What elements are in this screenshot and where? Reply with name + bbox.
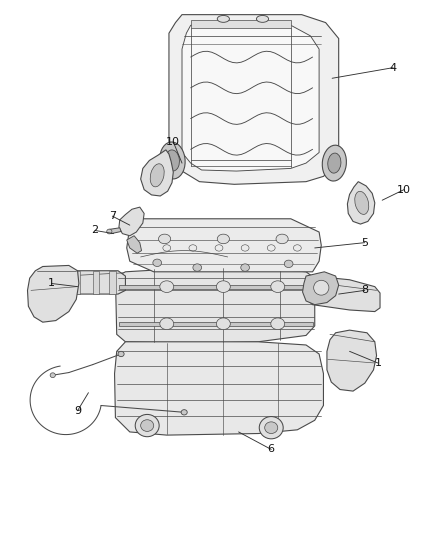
Polygon shape (182, 25, 319, 171)
Text: 1: 1 (374, 358, 381, 368)
Text: 6: 6 (268, 445, 275, 455)
Ellipse shape (153, 259, 162, 266)
Ellipse shape (160, 318, 174, 329)
Ellipse shape (328, 153, 341, 173)
Ellipse shape (216, 281, 230, 293)
Ellipse shape (259, 417, 283, 439)
Ellipse shape (271, 318, 285, 329)
Polygon shape (28, 265, 79, 322)
Ellipse shape (265, 422, 278, 433)
Polygon shape (119, 207, 144, 236)
Ellipse shape (217, 15, 230, 22)
Text: 4: 4 (389, 63, 397, 72)
Polygon shape (110, 228, 121, 233)
Ellipse shape (284, 260, 293, 268)
Ellipse shape (314, 280, 329, 295)
Polygon shape (110, 271, 116, 294)
Ellipse shape (50, 373, 55, 377)
Ellipse shape (216, 318, 230, 329)
Polygon shape (169, 14, 339, 184)
Ellipse shape (241, 264, 250, 271)
Polygon shape (127, 236, 141, 253)
Text: 9: 9 (74, 406, 81, 416)
Ellipse shape (181, 410, 187, 415)
Polygon shape (119, 322, 313, 326)
Polygon shape (327, 330, 377, 391)
Polygon shape (93, 271, 99, 294)
Ellipse shape (141, 419, 154, 431)
Polygon shape (306, 276, 380, 312)
Polygon shape (191, 20, 291, 28)
Ellipse shape (271, 281, 285, 293)
Ellipse shape (256, 15, 268, 22)
Ellipse shape (217, 234, 230, 244)
Text: 10: 10 (397, 184, 411, 195)
Ellipse shape (107, 229, 112, 234)
Text: 2: 2 (92, 225, 99, 236)
Polygon shape (37, 271, 125, 294)
Ellipse shape (193, 264, 201, 271)
Ellipse shape (355, 191, 369, 214)
Text: 10: 10 (166, 137, 180, 147)
Polygon shape (119, 285, 313, 289)
Polygon shape (347, 182, 375, 224)
Ellipse shape (118, 351, 124, 357)
Polygon shape (73, 271, 80, 294)
Ellipse shape (159, 234, 171, 244)
Ellipse shape (166, 150, 180, 171)
Polygon shape (141, 150, 173, 196)
Text: 8: 8 (361, 285, 368, 295)
Ellipse shape (135, 415, 159, 437)
Ellipse shape (160, 281, 174, 293)
Polygon shape (303, 272, 339, 305)
Ellipse shape (276, 234, 288, 244)
Text: 1: 1 (48, 278, 55, 288)
Ellipse shape (322, 145, 346, 181)
Ellipse shape (150, 164, 164, 187)
Ellipse shape (160, 142, 185, 179)
Polygon shape (58, 271, 64, 294)
Text: 7: 7 (109, 211, 116, 221)
Polygon shape (127, 219, 321, 272)
Polygon shape (115, 342, 323, 435)
Polygon shape (116, 268, 315, 343)
Text: 5: 5 (361, 238, 368, 248)
